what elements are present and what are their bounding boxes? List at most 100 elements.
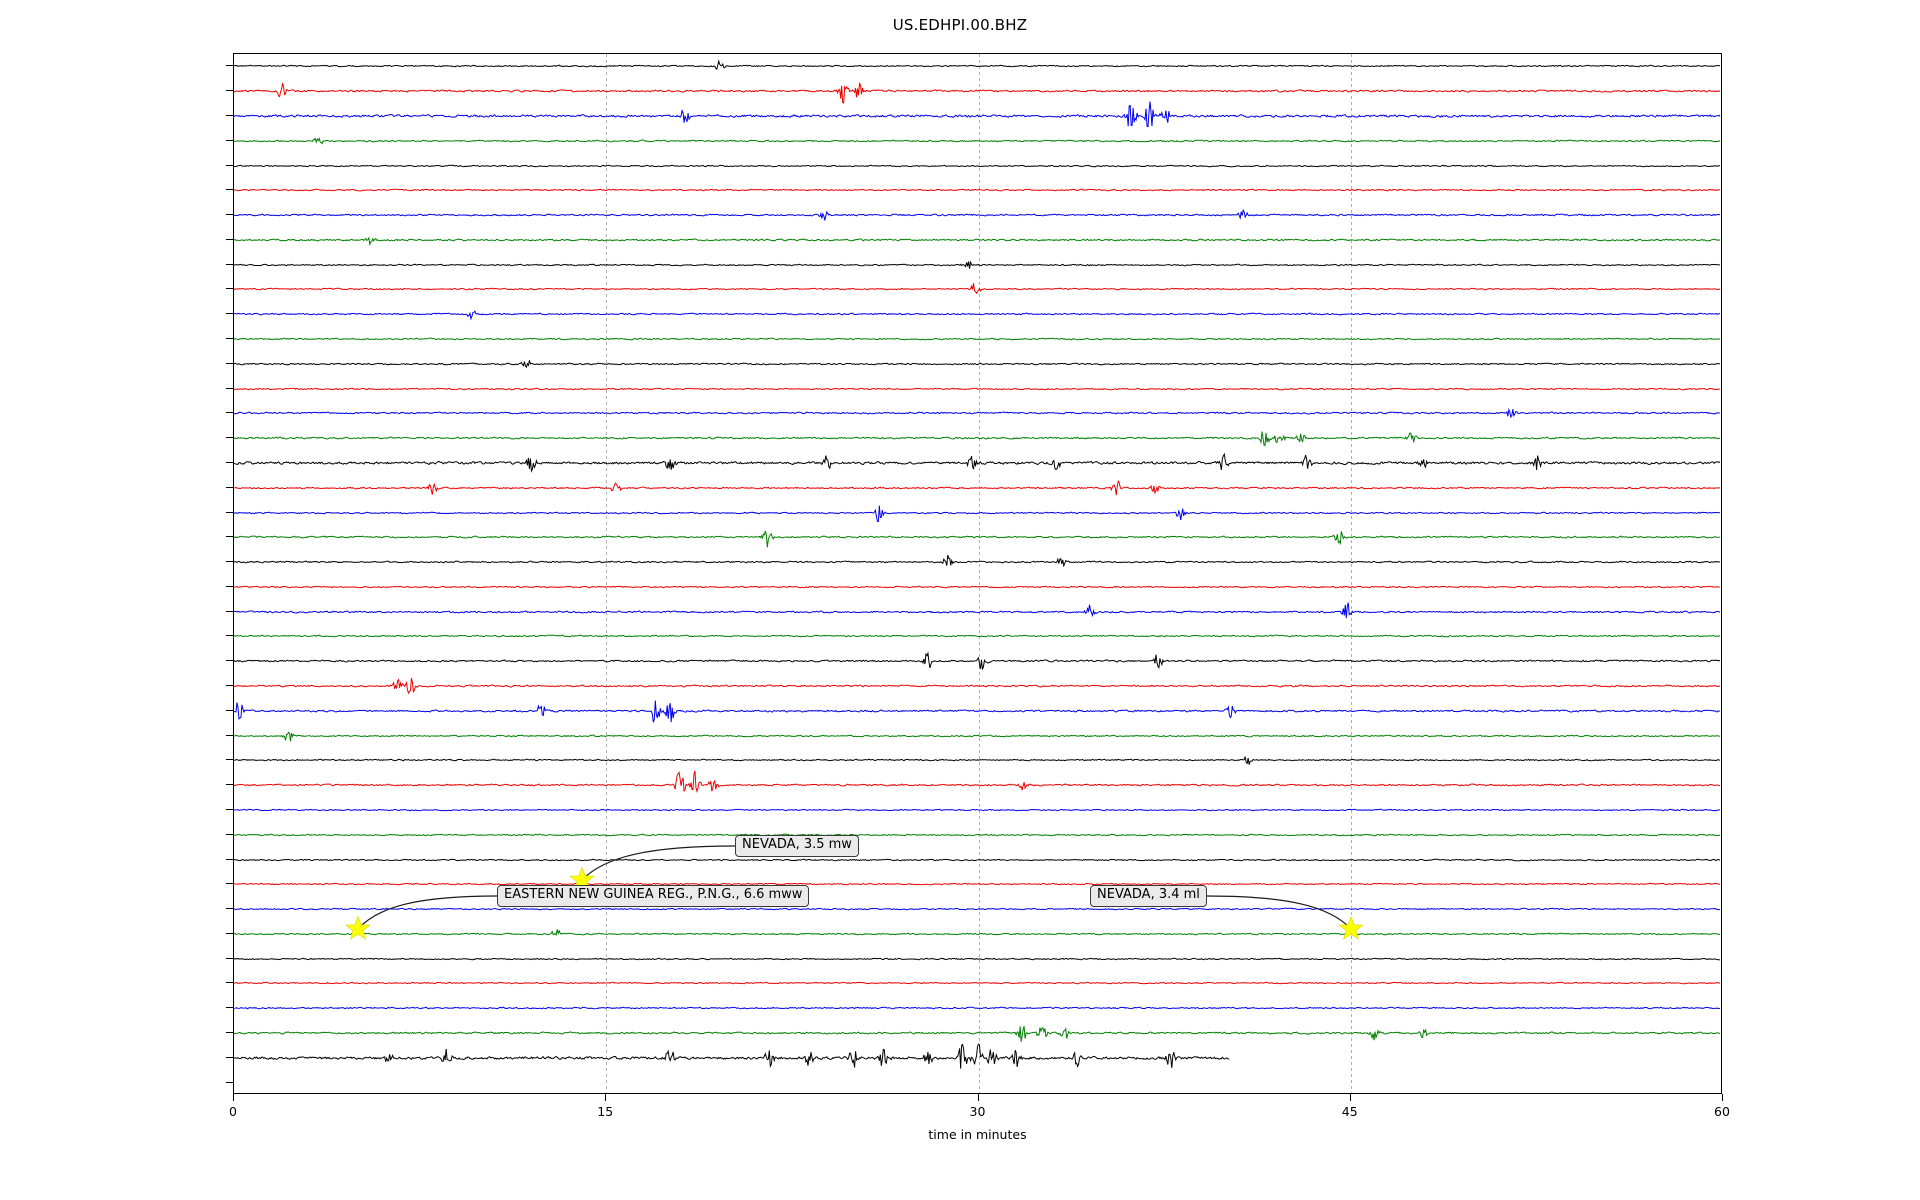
trace-row [234, 458, 1721, 518]
event-star-marker[interactable] [1338, 916, 1364, 942]
y-tick-mark [226, 1056, 233, 1058]
trace-path [234, 555, 1720, 566]
y-tick-mark [226, 238, 233, 240]
y-tick-mark [226, 288, 233, 290]
traces-container [234, 54, 1721, 1093]
trace-row [234, 160, 1721, 220]
trace-row [234, 408, 1721, 468]
y-tick-mark [226, 437, 233, 439]
trace-path [234, 809, 1720, 810]
event-annotation-label[interactable]: EASTERN NEW GUINEA REG., P.N.G., 6.6 mww [497, 885, 810, 907]
trace-row [234, 681, 1721, 741]
y-tick-mark [226, 412, 233, 414]
trace-path [234, 505, 1720, 521]
trace-row [234, 61, 1721, 121]
trace-path [234, 1026, 1720, 1042]
y-tick-mark [226, 1032, 233, 1034]
trace-row [234, 854, 1721, 914]
trace-row [234, 334, 1721, 394]
trace-row [234, 284, 1721, 344]
y-tick-mark [226, 90, 233, 92]
trace-path [234, 531, 1720, 547]
gridline-30 [978, 54, 980, 1093]
y-tick-mark [226, 784, 233, 786]
trace-row [234, 309, 1721, 369]
y-tick-mark [226, 957, 233, 959]
trace-path [234, 678, 1720, 693]
trace-row [234, 54, 1721, 96]
trace-path [234, 859, 1720, 861]
y-tick-mark [226, 585, 233, 587]
trace-row [234, 185, 1721, 245]
event-annotation-label[interactable]: NEVADA, 3.5 mw [735, 835, 859, 857]
trace-path [234, 929, 1720, 934]
y-tick-mark [226, 908, 233, 910]
y-tick-mark [226, 387, 233, 389]
x-tick-label: 60 [1714, 1104, 1730, 1119]
trace-row [234, 1028, 1721, 1088]
trace-path [234, 1044, 1229, 1068]
event-star-marker[interactable] [345, 916, 371, 942]
trace-row [234, 532, 1721, 592]
trace-path [234, 636, 1720, 638]
trace-row [234, 557, 1721, 617]
trace-row [234, 1003, 1721, 1063]
trace-row [234, 780, 1721, 840]
event-annotation-label[interactable]: NEVADA, 3.4 ml [1090, 885, 1207, 907]
gridline-15 [606, 54, 608, 1093]
y-tick-mark [226, 313, 233, 315]
page-title: US.EDHPI.00.BHZ [892, 16, 1028, 34]
trace-path [234, 284, 1720, 294]
trace-row [234, 755, 1721, 815]
trace-path [234, 360, 1720, 367]
y-tick-mark [226, 610, 233, 612]
trace-path [234, 481, 1720, 495]
trace-row [234, 507, 1721, 567]
y-tick-mark [226, 734, 233, 736]
trace-row [234, 706, 1721, 766]
trace-row [234, 259, 1721, 319]
trace-path [234, 983, 1720, 985]
y-tick-mark [226, 635, 233, 637]
trace-row [234, 904, 1721, 964]
trace-row [234, 383, 1721, 443]
trace-row [234, 730, 1721, 790]
trace-path [234, 654, 1720, 670]
x-tick-label: 0 [229, 1104, 237, 1119]
trace-row [234, 483, 1721, 543]
x-tick-mark [977, 1094, 979, 1101]
trace-path [234, 138, 1720, 143]
trace-path [234, 883, 1720, 885]
trace-row [234, 359, 1721, 419]
plot-area[interactable] [233, 53, 1722, 1094]
trace-row [234, 631, 1721, 691]
trace-row [234, 136, 1721, 196]
y-tick-mark [226, 214, 233, 216]
y-tick-mark [226, 139, 233, 141]
trace-path [234, 454, 1720, 471]
trace-path [234, 83, 1720, 103]
y-tick-mark [226, 461, 233, 463]
x-tick-mark [233, 1094, 234, 1101]
trace-path [234, 771, 1720, 791]
trace-row [234, 656, 1721, 716]
y-tick-mark [226, 833, 233, 835]
gridline-45 [1350, 54, 1352, 1093]
y-tick-mark [226, 263, 233, 265]
trace-row [234, 235, 1721, 295]
y-tick-mark [226, 660, 233, 662]
x-tick-label: 30 [969, 1104, 986, 1119]
trace-path [234, 62, 1720, 70]
trace-path [234, 958, 1720, 960]
trace-path [234, 700, 1720, 722]
trace-path [234, 602, 1720, 617]
trace-path [234, 1007, 1720, 1009]
y-tick-mark [226, 858, 233, 860]
trace-path [234, 732, 1720, 741]
trace-path [234, 261, 1720, 268]
trace-row [234, 953, 1721, 1013]
trace-row [234, 929, 1721, 989]
y-tick-mark [226, 362, 233, 364]
trace-path [234, 101, 1720, 126]
